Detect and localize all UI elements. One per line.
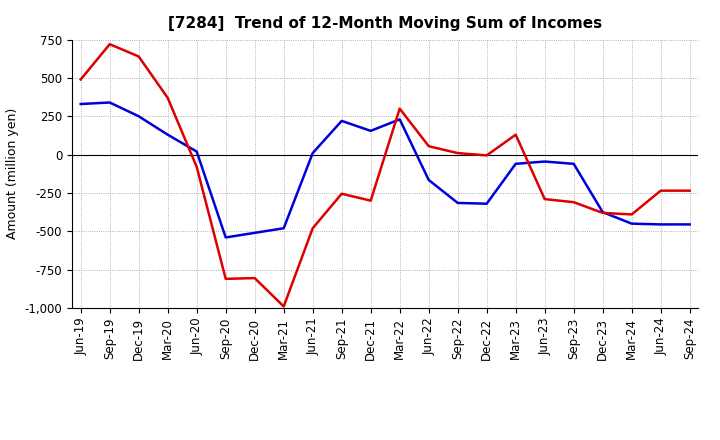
Net Income: [395, 106, 404, 111]
Net Income: [366, 198, 375, 203]
Ordinary Income: [598, 209, 607, 215]
Line: Ordinary Income: Ordinary Income: [81, 103, 690, 238]
Ordinary Income: [570, 161, 578, 166]
Ordinary Income: [192, 149, 201, 154]
Ordinary Income: [511, 161, 520, 166]
Ordinary Income: [454, 200, 462, 205]
Title: [7284]  Trend of 12-Month Moving Sum of Incomes: [7284] Trend of 12-Month Moving Sum of I…: [168, 16, 602, 32]
Net Income: [135, 54, 143, 59]
Net Income: [598, 210, 607, 216]
Net Income: [221, 276, 230, 282]
Net Income: [627, 212, 636, 217]
Net Income: [424, 143, 433, 149]
Net Income: [657, 188, 665, 193]
Net Income: [685, 188, 694, 193]
Ordinary Income: [395, 117, 404, 122]
Net Income: [570, 199, 578, 205]
Ordinary Income: [657, 222, 665, 227]
Ordinary Income: [424, 177, 433, 183]
Net Income: [192, 164, 201, 169]
Ordinary Income: [279, 226, 288, 231]
Net Income: [105, 41, 114, 47]
Ordinary Income: [221, 235, 230, 240]
Ordinary Income: [338, 118, 346, 124]
Ordinary Income: [482, 201, 491, 206]
Net Income: [511, 132, 520, 137]
Net Income: [482, 153, 491, 158]
Net Income: [163, 95, 172, 100]
Ordinary Income: [105, 100, 114, 105]
Ordinary Income: [163, 132, 172, 137]
Ordinary Income: [541, 159, 549, 164]
Line: Net Income: Net Income: [81, 44, 690, 307]
Y-axis label: Amount (million yen): Amount (million yen): [6, 108, 19, 239]
Net Income: [308, 226, 317, 231]
Ordinary Income: [627, 221, 636, 226]
Net Income: [541, 197, 549, 202]
Net Income: [76, 77, 85, 82]
Ordinary Income: [308, 150, 317, 156]
Ordinary Income: [685, 222, 694, 227]
Net Income: [251, 275, 259, 281]
Ordinary Income: [135, 114, 143, 119]
Net Income: [279, 304, 288, 309]
Ordinary Income: [251, 230, 259, 235]
Net Income: [338, 191, 346, 196]
Ordinary Income: [76, 101, 85, 106]
Net Income: [454, 150, 462, 156]
Ordinary Income: [366, 128, 375, 133]
